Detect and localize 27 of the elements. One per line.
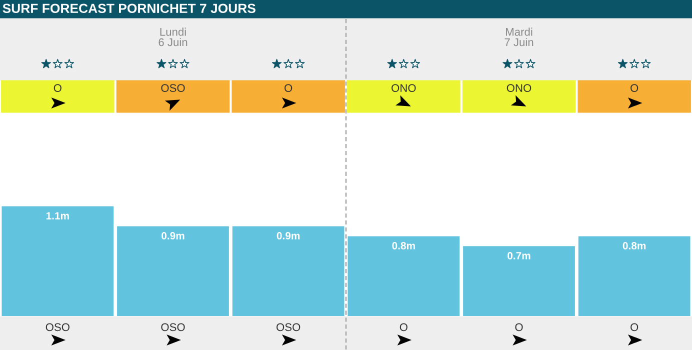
- data-label: 0.9m: [162, 232, 184, 240]
- data-label: 1.1m: [46, 212, 69, 220]
- x-tick-label: O: [400, 323, 408, 332]
- x-tick-label: OSO: [161, 323, 185, 332]
- bar: [232, 226, 344, 316]
- text: Lundi 6 Juin: [158, 28, 188, 46]
- bar: [348, 236, 460, 316]
- text: OSO: [161, 84, 185, 92]
- bar: [578, 236, 690, 316]
- bar: [463, 246, 575, 316]
- bar: [117, 226, 229, 316]
- text: O: [284, 84, 292, 92]
- text: ONO: [506, 84, 532, 92]
- x-tick-label: O: [515, 323, 523, 332]
- text: O: [54, 84, 62, 92]
- bar: [2, 206, 114, 316]
- text: O: [630, 84, 638, 92]
- x-tick-label: OSO: [276, 323, 300, 332]
- data-label: 0.8m: [622, 242, 646, 250]
- x-tick-label: OSO: [46, 323, 70, 332]
- x-tick-label: O: [630, 323, 638, 332]
- text: ONO: [392, 84, 416, 92]
- text: Mardi 7 Juin: [504, 28, 534, 46]
- chart-title: SURF FORECAST PORNICHET 7 JOURS: [2, 4, 256, 14]
- data-label: 0.7m: [508, 252, 530, 260]
- data-label: 0.9m: [276, 232, 300, 240]
- data-label: 0.8m: [392, 242, 415, 250]
